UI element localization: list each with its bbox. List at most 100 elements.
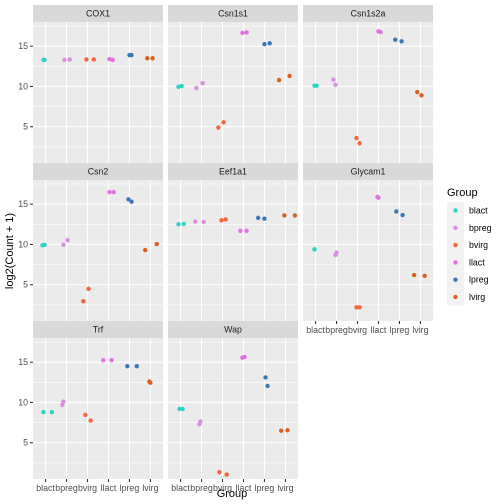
data-point-cox1-bpreg: [62, 57, 67, 63]
panel-background: [303, 180, 433, 321]
y-axis-title: log2(Count + 1): [4, 213, 16, 289]
x-axis-title: Group: [217, 488, 248, 500]
facet-strip: [303, 5, 433, 22]
x-tick-label: lvirg: [142, 483, 158, 493]
legend-label: llact: [469, 257, 485, 267]
data-point-csn2-llact: [111, 189, 116, 195]
x-tick-label: blact: [171, 483, 190, 493]
data-point-cox1-lvirg: [145, 56, 150, 61]
legend-item-lvirg: lvirg: [447, 288, 485, 306]
data-point-eef1a1-blact: [181, 221, 186, 227]
data-point-trf-blact: [49, 409, 55, 415]
x-tick-label: lvirg: [412, 325, 428, 335]
data-point-trf-llact: [101, 357, 106, 363]
data-point-cox1-llact: [110, 57, 115, 63]
data-point-csn1s1-llact: [240, 30, 245, 36]
data-point-glycam1-lpreg: [394, 209, 399, 214]
legend: Group blact bpreg bvirg llact lpreg lvirg: [447, 187, 492, 306]
data-point-trf-blact: [41, 409, 46, 415]
x-tick-label: lpreg: [120, 483, 140, 493]
data-point-eef1a1-bpreg: [193, 219, 198, 224]
facet-csn1s1: Csn1s1: [168, 5, 298, 163]
data-point-csn2-bvirg: [81, 299, 86, 304]
facet-strip-label: COX1: [86, 9, 110, 19]
data-point-glycam1-lpreg: [400, 212, 405, 218]
x-tick-label: bpreg: [55, 483, 78, 493]
facet-strip: [168, 321, 298, 338]
data-point-csn1s1-lvirg: [276, 77, 282, 83]
data-point-eef1a1-lvirg: [292, 213, 298, 218]
data-point-wap-llact: [242, 354, 247, 360]
legend-swatch: [453, 294, 458, 300]
data-point-eef1a1-llact: [244, 228, 249, 233]
legend-item-bvirg: bvirg: [447, 236, 488, 254]
data-point-csn1s1-bpreg: [194, 85, 199, 91]
data-point-glycam1-bpreg: [334, 250, 339, 255]
data-point-glycam1-llact: [376, 195, 381, 200]
facet-wap: Wap: [168, 321, 298, 479]
data-point-cox1-lpreg: [129, 52, 134, 58]
legend-label: lpreg: [469, 275, 489, 285]
x-tick-label: bpreg: [190, 483, 213, 493]
data-point-csn2-lpreg: [126, 197, 131, 202]
legend-item-lpreg: lpreg: [447, 271, 489, 289]
facet-strip-label: Trf: [93, 325, 104, 335]
facet-panels: COX1 Csn1s1 Csn1s2a Csn2 Eef1a1 Glycam1 Trf Wap: [33, 5, 433, 479]
data-point-wap-blact: [177, 406, 182, 412]
data-point-cox1-blact: [42, 57, 47, 63]
data-point-trf-bpreg: [61, 399, 66, 404]
data-point-csn1s1-blact: [179, 83, 184, 89]
data-point-csn1s1-bpreg: [200, 81, 205, 86]
data-point-csn1s1-lvirg: [287, 73, 292, 79]
data-point-eef1a1-lpreg: [262, 216, 267, 221]
data-point-glycam1-bvirg: [357, 305, 362, 310]
data-point-csn2-bpreg: [61, 242, 66, 248]
legend-label: blact: [469, 206, 488, 216]
facet-strip-label: Csn2: [88, 167, 109, 177]
data-point-csn1s2a-lvirg: [415, 89, 420, 95]
facet-strip-label: Eef1a1: [219, 167, 247, 177]
data-point-glycam1-bvirg: [354, 305, 359, 310]
panel-background: [168, 180, 298, 321]
x-tick-label: llact: [101, 483, 117, 493]
data-point-eef1a1-bvirg: [219, 218, 224, 223]
data-point-cox1-bvirg: [84, 57, 89, 62]
data-point-csn2-lvirg: [154, 241, 159, 247]
legend-title: Group: [447, 187, 478, 199]
facet-eef1a1: Eef1a1: [168, 163, 298, 321]
data-point-wap-lvirg: [279, 428, 284, 433]
data-point-wap-bpreg: [198, 419, 203, 424]
data-point-wap-lpreg: [263, 375, 268, 380]
facet-csn1s2a: Csn1s2a: [303, 5, 433, 163]
data-point-trf-lpreg: [134, 364, 139, 369]
legend-swatch: [453, 277, 458, 282]
facet-strip-label: Wap: [224, 325, 242, 335]
data-point-csn2-lpreg: [129, 199, 134, 204]
data-point-glycam1-blact: [312, 247, 317, 252]
data-point-wap-lpreg: [265, 383, 270, 389]
data-point-eef1a1-bpreg: [201, 219, 206, 225]
data-point-trf-llact: [109, 357, 114, 363]
panel-background: [33, 180, 163, 321]
facet-strip: [168, 5, 298, 22]
data-point-glycam1-lvirg: [411, 272, 417, 278]
panel-background: [33, 22, 163, 163]
data-point-csn1s2a-lpreg: [393, 37, 398, 42]
data-point-trf-lvirg: [148, 380, 153, 385]
data-point-csn1s2a-lpreg: [399, 39, 404, 44]
data-point-csn1s2a-bpreg: [331, 77, 336, 82]
data-point-eef1a1-blact: [176, 222, 181, 227]
legend-swatch: [453, 225, 458, 230]
legend-swatch: [453, 208, 458, 213]
panel-background: [33, 338, 163, 479]
facet-strip-label: Csn1s2a: [351, 9, 386, 19]
data-point-csn2-blact: [42, 242, 47, 248]
facet-strip: [33, 321, 163, 338]
legend-swatch: [453, 260, 458, 265]
y-tick-label: 15: [18, 357, 28, 367]
data-point-csn1s2a-bvirg: [354, 135, 359, 141]
data-point-glycam1-lvirg: [422, 273, 427, 279]
panel-background: [168, 338, 298, 479]
y-tick-label: 10: [18, 397, 28, 407]
